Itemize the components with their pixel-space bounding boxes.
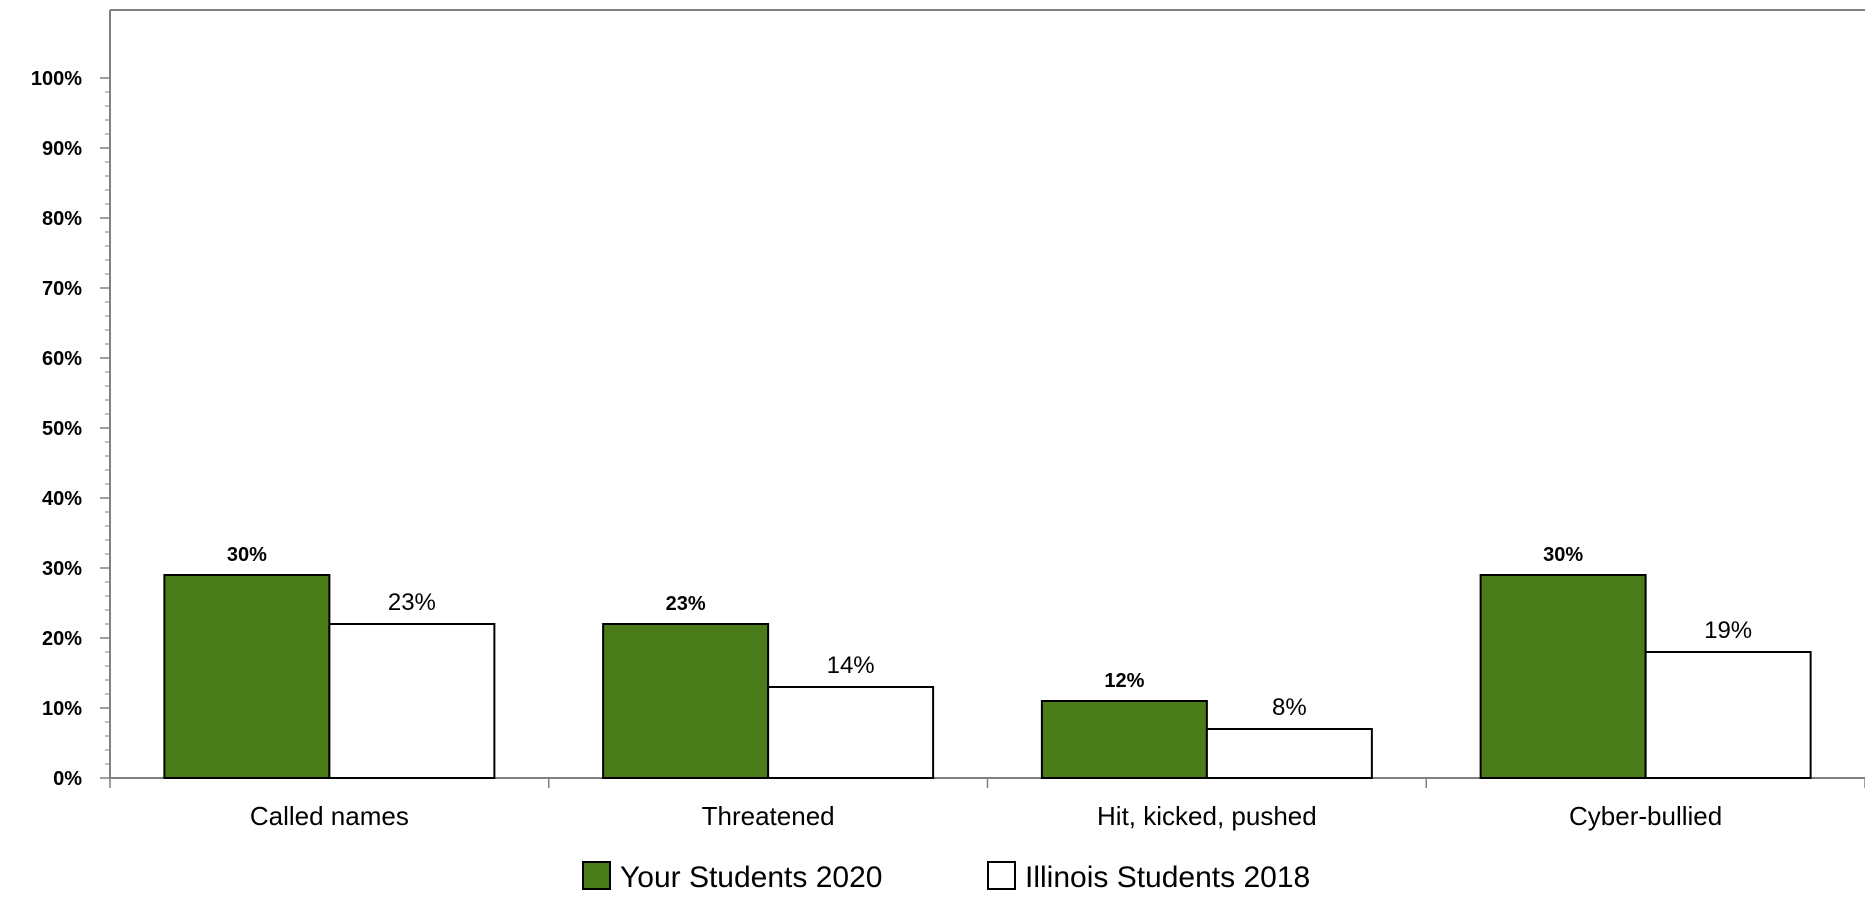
data-label: 23% [666,593,706,615]
legend-label: Your Students 2020 [620,861,882,894]
x-category-label: Cyber-bullied [1569,801,1722,831]
y-tick-label: 40% [42,488,82,510]
y-tick-label: 20% [42,628,82,650]
data-label: 14% [827,652,875,679]
bar-illinois-students-2018 [767,686,935,779]
y-tick-label: 100% [31,68,82,90]
bar-illinois-students-2018 [328,623,496,779]
legend-label: Illinois Students 2018 [1025,861,1310,894]
y-tick-label: 90% [42,138,82,160]
bar-your-students-2020 [163,574,331,779]
y-tick-label: 30% [42,558,82,580]
data-label: 30% [227,544,267,566]
x-category-label: Called names [250,801,409,831]
y-tick-label: 80% [42,208,82,230]
bar-illinois-students-2018 [1644,651,1812,779]
bar-your-students-2020 [602,623,770,779]
legend-swatch-your-students-2020 [582,861,611,890]
x-category-label: Hit, kicked, pushed [1097,801,1317,831]
y-tick-label: 10% [42,698,82,720]
y-tick-label: 60% [42,348,82,370]
bar-illinois-students-2018 [1205,728,1373,779]
data-label: 30% [1543,544,1583,566]
data-label: 12% [1104,670,1144,692]
y-tick-label: 70% [42,278,82,300]
x-category-label: Threatened [702,801,835,831]
bar-your-students-2020 [1479,574,1647,779]
bar-your-students-2020 [1040,700,1208,779]
data-label: 8% [1272,694,1307,721]
y-tick-label: 50% [42,418,82,440]
data-label: 23% [388,589,436,616]
legend-swatch-illinois-students-2018 [987,861,1016,890]
data-label: 19% [1704,617,1752,644]
y-tick-label: 0% [53,768,82,790]
